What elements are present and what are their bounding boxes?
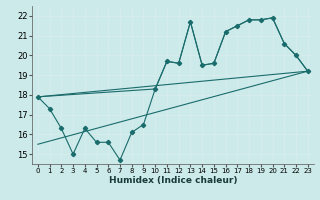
X-axis label: Humidex (Indice chaleur): Humidex (Indice chaleur) <box>108 176 237 185</box>
